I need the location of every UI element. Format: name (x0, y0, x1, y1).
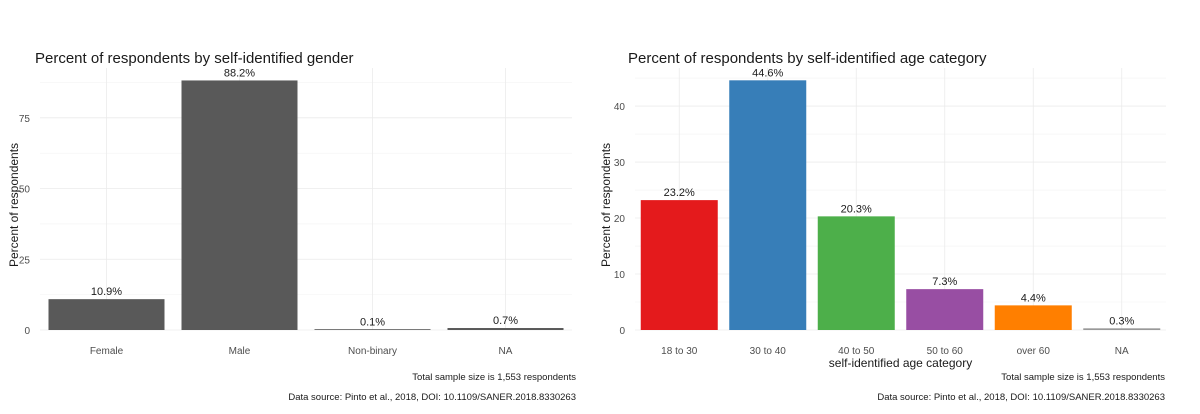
x-tick-label: Male (229, 346, 251, 357)
data-label: 23.2% (664, 187, 695, 199)
gender-chart-panel: Percent of respondents by self-identifie… (7, 50, 576, 403)
chart-title: Percent of respondents by self-identifie… (628, 50, 987, 67)
x-tick-label: 40 to 50 (838, 346, 875, 357)
bar (48, 299, 165, 330)
age-bar-chart: 0 10 20 30 40 23.2% 18 to 30 44.6% 30 to 40 20.3%… (599, 67, 1166, 370)
y-tick-label: 10 (614, 270, 626, 281)
y-tick-label: 75 (19, 114, 31, 125)
y-tick-label: 40 (614, 102, 626, 113)
x-tick-label: Female (90, 346, 124, 357)
bar (314, 329, 431, 330)
bar (817, 216, 895, 330)
y-tick-label: 50 (19, 185, 31, 196)
data-label: 0.7% (493, 315, 518, 327)
data-source-caption: Data source: Pinto et al., 2018, DOI: 10… (877, 392, 1165, 403)
data-label: 44.6% (752, 67, 783, 79)
chart-title: Percent of respondents by self-identifie… (35, 50, 354, 67)
y-tick-label: 0 (619, 326, 625, 337)
y-tick-label: 20 (614, 214, 626, 225)
data-label: 88.2% (224, 67, 255, 79)
bar (994, 305, 1072, 330)
bar (729, 80, 807, 330)
y-axis-label: Percent of respondents (599, 143, 613, 267)
x-axis-label: self-identified age category (829, 356, 972, 370)
data-label: 0.3% (1109, 315, 1134, 327)
y-axis-label: Percent of respondents (7, 143, 21, 267)
data-source-caption: Data source: Pinto et al., 2018, DOI: 10… (288, 392, 576, 403)
y-tick-label: 30 (614, 158, 626, 169)
y-tick-label: 0 (24, 326, 30, 337)
data-label: 20.3% (841, 203, 872, 215)
sample-size-caption: Total sample size is 1,553 respondents (1001, 372, 1165, 383)
bar (447, 328, 564, 330)
data-label: 10.9% (91, 286, 122, 298)
x-tick-label: 30 to 40 (750, 346, 787, 357)
data-label: 4.4% (1021, 292, 1046, 304)
bar (181, 80, 298, 330)
bar (906, 289, 984, 330)
x-tick-label: 18 to 30 (661, 346, 698, 357)
data-label: 0.1% (360, 317, 385, 329)
age-chart-panel: Percent of respondents by self-identifie… (599, 0, 1200, 414)
bar (640, 200, 718, 330)
x-tick-label: over 60 (1017, 346, 1051, 357)
x-tick-label: NA (1115, 346, 1129, 357)
x-tick-label: Non-binary (348, 346, 397, 357)
gender-bar-chart: 0 25 50 75 10.9% Female 88.2% Male 0.1% Non-binar… (7, 67, 572, 357)
y-tick-label: 25 (19, 255, 31, 266)
sample-size-caption: Total sample size is 1,553 respondents (412, 372, 576, 383)
bar (1083, 328, 1161, 330)
x-tick-label: NA (499, 346, 513, 357)
x-tick-label: 50 to 60 (927, 346, 964, 357)
data-label: 7.3% (932, 276, 957, 288)
